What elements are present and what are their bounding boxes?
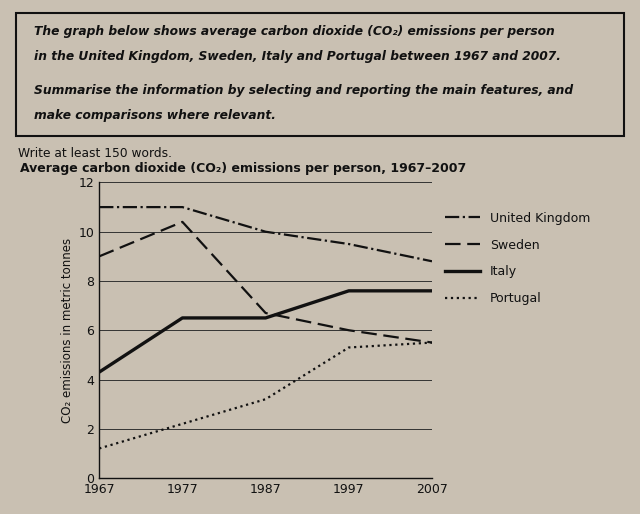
- Text: Summarise the information by selecting and reporting the main features, and: Summarise the information by selecting a…: [34, 84, 573, 97]
- Text: make comparisons where relevant.: make comparisons where relevant.: [34, 109, 276, 122]
- Y-axis label: CO₂ emissions in metric tonnes: CO₂ emissions in metric tonnes: [61, 237, 74, 423]
- Text: The graph below shows average carbon dioxide (CO₂) emissions per person: The graph below shows average carbon dio…: [34, 25, 555, 38]
- Text: Average carbon dioxide (CO₂) emissions per person, 1967–2007: Average carbon dioxide (CO₂) emissions p…: [20, 162, 467, 175]
- Text: Write at least 150 words.: Write at least 150 words.: [18, 147, 172, 160]
- Legend: United Kingdom, Sweden, Italy, Portugal: United Kingdom, Sweden, Italy, Portugal: [445, 212, 590, 305]
- Text: in the United Kingdom, Sweden, Italy and Portugal between 1967 and 2007.: in the United Kingdom, Sweden, Italy and…: [34, 50, 561, 63]
